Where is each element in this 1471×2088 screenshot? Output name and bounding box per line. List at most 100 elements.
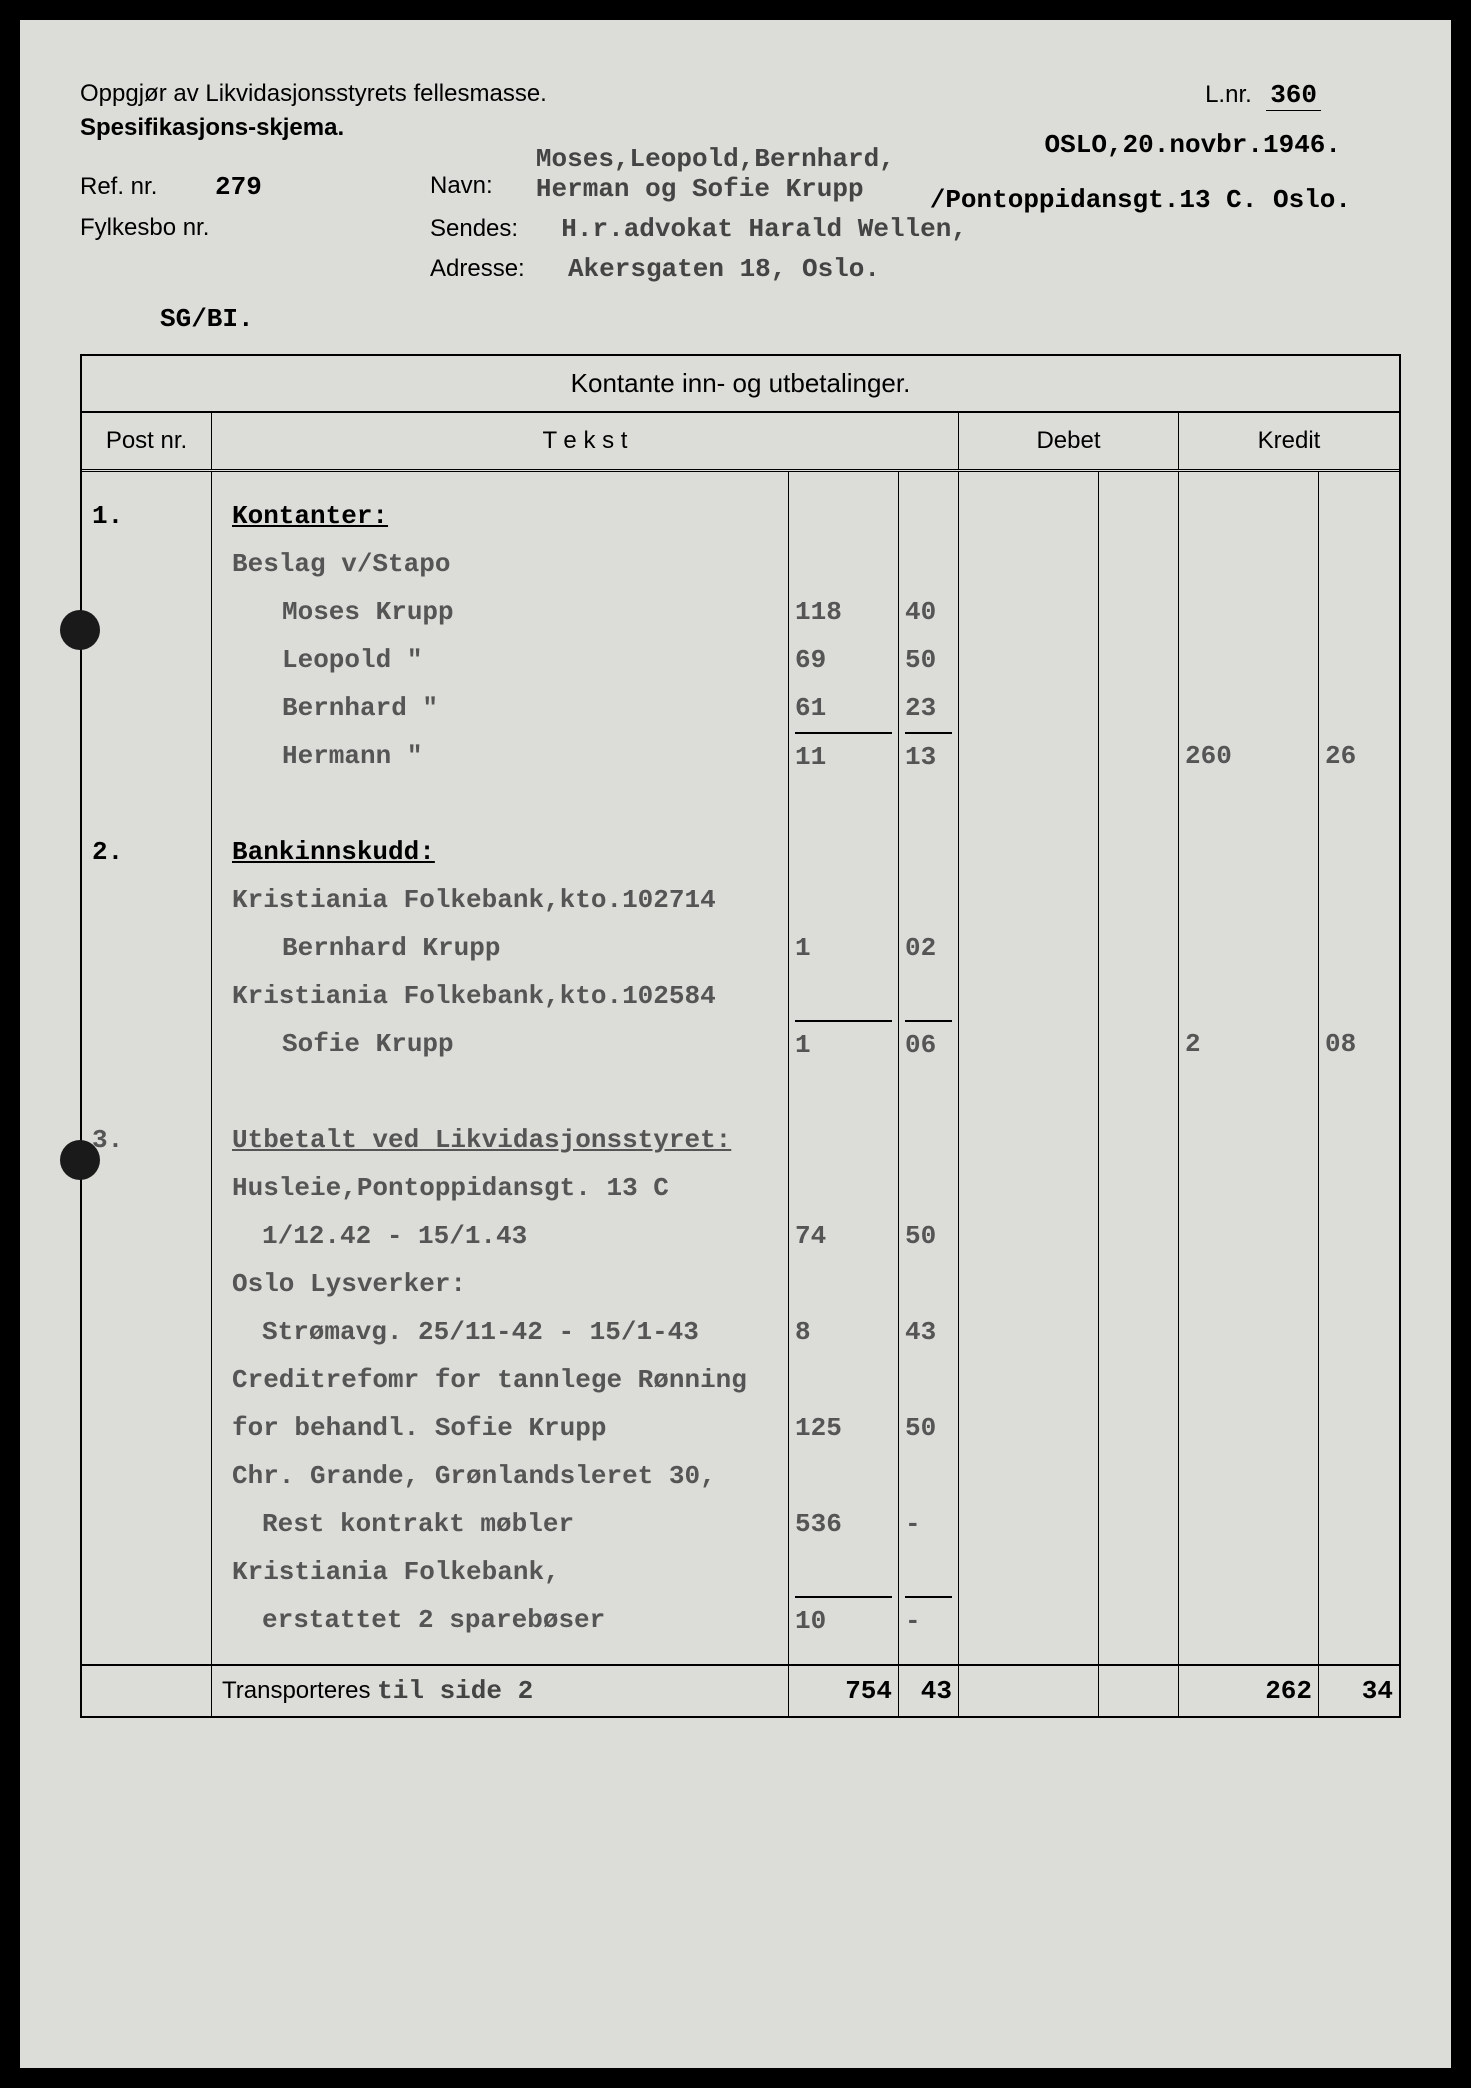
ledger-cell (1325, 492, 1393, 540)
ledger-cell (965, 972, 1092, 1020)
ledger-cell: Husleie,Pontoppidansgt. 13 C (232, 1164, 778, 1212)
ledger-cell (1105, 924, 1172, 972)
ledger-cell (1185, 972, 1312, 1020)
ledger-cell (1185, 1548, 1312, 1596)
ledger-cell (795, 492, 892, 540)
ledger-table: Kontante inn- og utbetalinger. Post nr. … (80, 354, 1401, 1718)
ledger-cell (965, 1596, 1092, 1644)
ledger-cell (1185, 1116, 1312, 1164)
ledger-cell: 26 (1325, 732, 1393, 780)
ledger-cell (1105, 1452, 1172, 1500)
ledger-cell (795, 972, 892, 1020)
col-header-kredit: Kredit (1179, 413, 1399, 469)
ledger-cell (1325, 876, 1393, 924)
ledger-cell (1185, 1260, 1312, 1308)
ledger-cell (92, 1500, 201, 1548)
document-page: L.nr. 360 Oppgjør av Likvidasjonsstyrets… (20, 20, 1451, 2068)
ledger-cell (965, 1356, 1092, 1404)
ledger-cell: 23 (905, 684, 952, 732)
ledger-cell: 2. (92, 828, 201, 876)
transport-note: til side 2 (377, 1676, 533, 1706)
ledger-cell (965, 780, 1092, 828)
ledger-cell: Moses Krupp (232, 588, 778, 636)
ledger-cell (1185, 1308, 1312, 1356)
ledger-cell (1185, 1356, 1312, 1404)
ledger-cell (1185, 684, 1312, 732)
ledger-cell (232, 780, 778, 828)
ledger-cell: Leopold " (232, 636, 778, 684)
ledger-cell (965, 828, 1092, 876)
ledger-cell (92, 540, 201, 588)
ref-label: Ref. nr. (80, 173, 157, 200)
ledger-cell (965, 1212, 1092, 1260)
ledger-cell: - (905, 1500, 952, 1548)
ledger-cell (905, 972, 952, 1020)
ledger-cell: 8 (795, 1308, 892, 1356)
ledger-cell (92, 1164, 201, 1212)
ledger-cell: Hermann " (232, 732, 778, 780)
ledger-cell (92, 1452, 201, 1500)
ledger-cell: 10 (795, 1596, 892, 1644)
ledger-cell: 3. (92, 1116, 201, 1164)
ledger-cell (795, 1548, 892, 1596)
ledger-cell (1185, 540, 1312, 588)
ledger-cell (1105, 1356, 1172, 1404)
ledger-cell (1185, 1068, 1312, 1116)
ledger-cell (1105, 1020, 1172, 1068)
ledger-cell (795, 1452, 892, 1500)
ledger-cell (1105, 1068, 1172, 1116)
ledger-cell (1105, 1164, 1172, 1212)
ledger-cell (965, 1020, 1092, 1068)
ledger-cell (1325, 780, 1393, 828)
ledger-cell (1105, 1404, 1172, 1452)
sendes-value: H.r.advokat Harald Wellen, (561, 214, 967, 244)
ledger-cell: 50 (905, 1212, 952, 1260)
ledger-cell: - (905, 1596, 952, 1644)
ledger-cell (965, 684, 1092, 732)
ledger-cell (1185, 636, 1312, 684)
ledger-cell (1105, 1548, 1172, 1596)
ledger-cell (965, 1308, 1092, 1356)
ledger-cell (1325, 828, 1393, 876)
transport-debet-sub: 43 (899, 1666, 959, 1716)
ledger-cell (1325, 1356, 1393, 1404)
ledger-cell (92, 1404, 201, 1452)
ledger-cell (1325, 1164, 1393, 1212)
col-header-post: Post nr. (82, 413, 212, 469)
ledger-cell (905, 1068, 952, 1116)
ledger-cell (1105, 732, 1172, 780)
ledger-cell (1105, 492, 1172, 540)
ledger-cell (1185, 780, 1312, 828)
ledger-cell: 50 (905, 1404, 952, 1452)
ledger-cell (795, 1068, 892, 1116)
ledger-cell: 06 (905, 1020, 952, 1068)
ledger-cell (1185, 1164, 1312, 1212)
ledger-cell (1105, 1500, 1172, 1548)
ledger-cell: Strømavg. 25/11-42 - 15/1-43 (232, 1308, 778, 1356)
ledger-cell (965, 1260, 1092, 1308)
ledger-cell (965, 1116, 1092, 1164)
ledger-cell: Kristiania Folkebank, (232, 1548, 778, 1596)
address-right: /Pontoppidansgt.13 C. Oslo. (930, 185, 1351, 216)
navn-value-1: Moses,Leopold,Bernhard, (536, 144, 895, 174)
ledger-cell (1105, 1116, 1172, 1164)
ledger-cell (905, 540, 952, 588)
ledger-cell (795, 1116, 892, 1164)
ledger-cell (92, 1548, 201, 1596)
ledger-cell: Utbetalt ved Likvidasjonsstyret: (232, 1116, 778, 1164)
ledger-cell (1185, 1452, 1312, 1500)
ledger-cell (965, 1068, 1092, 1116)
punch-hole (60, 610, 100, 650)
lnr-value: 360 (1266, 80, 1321, 111)
ledger-cell (1185, 1212, 1312, 1260)
ledger-cell (1325, 1596, 1393, 1644)
sendes-label: Sendes: (430, 215, 518, 242)
ledger-cell: Beslag v/Stapo (232, 540, 778, 588)
lnr-field: L.nr. 360 (1205, 80, 1321, 110)
transport-kredit-sub: 34 (1319, 1666, 1399, 1716)
header-title-1: Oppgjør av Likvidasjonsstyrets fellesmas… (80, 80, 1401, 108)
ledger-cell: 118 (795, 588, 892, 636)
ledger-cell: 1/12.42 - 15/1.43 (232, 1212, 778, 1260)
ledger-cell (1325, 1116, 1393, 1164)
ledger-cell: erstattet 2 sparebøser (232, 1596, 778, 1644)
